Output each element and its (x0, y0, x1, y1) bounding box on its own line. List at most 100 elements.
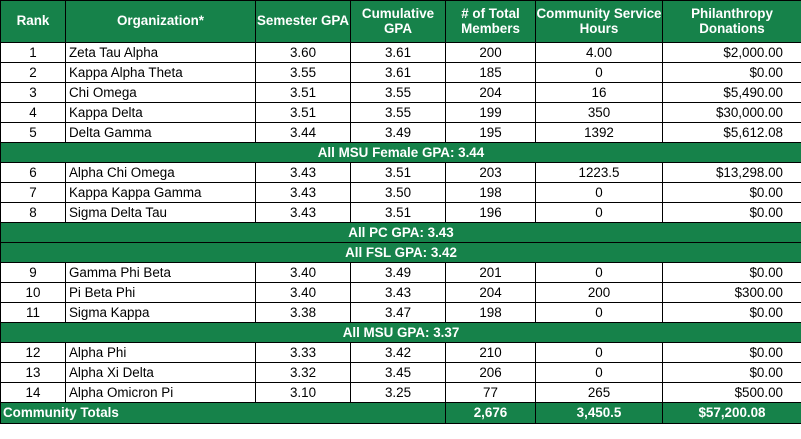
table-row: 7 Kappa Kappa Gamma 3.43 3.50 198 0 $0.0… (0, 182, 801, 203)
donations-cell: $300.00 (662, 282, 801, 303)
rank-cell: 13 (0, 362, 66, 383)
service-hours-cell: 0 (535, 342, 663, 363)
rank-cell: 10 (0, 282, 66, 303)
table-row: 10 Pi Beta Phi 3.40 3.43 204 200 $300.00 (0, 282, 801, 303)
members-cell: 196 (445, 202, 536, 223)
header-organization: Organization* (65, 0, 256, 43)
cumulative-gpa-cell: 3.55 (350, 82, 446, 103)
rank-cell: 6 (0, 162, 66, 183)
gpa-divider-row: All MSU GPA: 3.37 (0, 322, 801, 343)
header-row: Rank Organization* Semester GPA Cumulati… (0, 0, 801, 43)
organization-cell: Sigma Delta Tau (65, 202, 256, 223)
rank-cell: 4 (0, 102, 66, 123)
totals-label: Community Totals (0, 402, 446, 424)
header-semester-gpa: Semester GPA (255, 0, 351, 43)
table-row: 12 Alpha Phi 3.33 3.42 210 0 $0.00 (0, 342, 801, 363)
table-row: 9 Gamma Phi Beta 3.40 3.49 201 0 $0.00 (0, 262, 801, 283)
cumulative-gpa-cell: 3.55 (350, 102, 446, 123)
members-cell: 200 (445, 42, 536, 63)
semester-gpa-cell: 3.55 (255, 62, 351, 83)
table-row: 11 Sigma Kappa 3.38 3.47 198 0 $0.00 (0, 302, 801, 323)
gpa-divider-label: All MSU GPA: 3.37 (0, 322, 801, 343)
members-cell: 204 (445, 82, 536, 103)
semester-gpa-cell: 3.51 (255, 82, 351, 103)
gpa-ranking-table: Rank Organization* Semester GPA Cumulati… (0, 0, 801, 424)
rank-cell: 12 (0, 342, 66, 363)
semester-gpa-cell: 3.32 (255, 362, 351, 383)
service-hours-cell: 265 (535, 382, 663, 403)
service-hours-cell: 16 (535, 82, 663, 103)
members-cell: 195 (445, 122, 536, 143)
members-cell: 203 (445, 162, 536, 183)
service-hours-cell: 0 (535, 202, 663, 223)
header-donations: Philanthropy Donations (662, 0, 801, 43)
members-cell: 210 (445, 342, 536, 363)
cumulative-gpa-cell: 3.45 (350, 362, 446, 383)
service-hours-cell: 0 (535, 182, 663, 203)
rank-cell: 9 (0, 262, 66, 283)
donations-cell: $5,490.00 (662, 82, 801, 103)
semester-gpa-cell: 3.10 (255, 382, 351, 403)
semester-gpa-cell: 3.33 (255, 342, 351, 363)
semester-gpa-cell: 3.44 (255, 122, 351, 143)
organization-cell: Chi Omega (65, 82, 256, 103)
semester-gpa-cell: 3.43 (255, 162, 351, 183)
semester-gpa-cell: 3.60 (255, 42, 351, 63)
gpa-divider-row: All FSL GPA: 3.42 (0, 242, 801, 263)
organization-cell: Alpha Xi Delta (65, 362, 256, 383)
organization-cell: Gamma Phi Beta (65, 262, 256, 283)
table-row: 5 Delta Gamma 3.44 3.49 195 1392 $5,612.… (0, 122, 801, 143)
donations-cell: $2,000.00 (662, 42, 801, 63)
organization-cell: Pi Beta Phi (65, 282, 256, 303)
members-cell: 206 (445, 362, 536, 383)
table-row: 13 Alpha Xi Delta 3.32 3.45 206 0 $0.00 (0, 362, 801, 383)
organization-cell: Sigma Kappa (65, 302, 256, 323)
donations-cell: $0.00 (662, 362, 801, 383)
donations-cell: $30,000.00 (662, 102, 801, 123)
semester-gpa-cell: 3.38 (255, 302, 351, 323)
header-total-members: # of Total Members (445, 0, 536, 43)
organization-cell: Alpha Chi Omega (65, 162, 256, 183)
header-cumulative-gpa: Cumulative GPA (350, 0, 446, 43)
members-cell: 198 (445, 182, 536, 203)
semester-gpa-cell: 3.43 (255, 202, 351, 223)
donations-cell: $0.00 (662, 262, 801, 283)
organization-cell: Kappa Alpha Theta (65, 62, 256, 83)
totals-members: 2,676 (445, 402, 536, 424)
donations-cell: $0.00 (662, 182, 801, 203)
members-cell: 77 (445, 382, 536, 403)
cumulative-gpa-cell: 3.47 (350, 302, 446, 323)
gpa-divider-label: All FSL GPA: 3.42 (0, 242, 801, 263)
service-hours-cell: 0 (535, 262, 663, 283)
organization-cell: Kappa Kappa Gamma (65, 182, 256, 203)
donations-cell: $0.00 (662, 342, 801, 363)
donations-cell: $5,612.08 (662, 122, 801, 143)
donations-cell: $0.00 (662, 202, 801, 223)
semester-gpa-cell: 3.40 (255, 282, 351, 303)
table-row: 3 Chi Omega 3.51 3.55 204 16 $5,490.00 (0, 82, 801, 103)
cumulative-gpa-cell: 3.50 (350, 182, 446, 203)
donations-cell: $500.00 (662, 382, 801, 403)
table-row: 2 Kappa Alpha Theta 3.55 3.61 185 0 $0.0… (0, 62, 801, 83)
organization-cell: Kappa Delta (65, 102, 256, 123)
table-row: 1 Zeta Tau Alpha 3.60 3.61 200 4.00 $2,0… (0, 42, 801, 63)
rank-cell: 3 (0, 82, 66, 103)
service-hours-cell: 1392 (535, 122, 663, 143)
organization-cell: Alpha Omicron Pi (65, 382, 256, 403)
rank-cell: 2 (0, 62, 66, 83)
rank-cell: 11 (0, 302, 66, 323)
totals-service-hours: 3,450.5 (535, 402, 663, 424)
cumulative-gpa-cell: 3.49 (350, 122, 446, 143)
table-row: 8 Sigma Delta Tau 3.43 3.51 196 0 $0.00 (0, 202, 801, 223)
organization-cell: Alpha Phi (65, 342, 256, 363)
service-hours-cell: 0 (535, 362, 663, 383)
semester-gpa-cell: 3.51 (255, 102, 351, 123)
members-cell: 204 (445, 282, 536, 303)
totals-row: Community Totals 2,676 3,450.5 $57,200.0… (0, 402, 801, 424)
gpa-divider-label: All PC GPA: 3.43 (0, 222, 801, 243)
rank-cell: 8 (0, 202, 66, 223)
cumulative-gpa-cell: 3.43 (350, 282, 446, 303)
donations-cell: $0.00 (662, 302, 801, 323)
service-hours-cell: 350 (535, 102, 663, 123)
gpa-divider-row: All MSU Female GPA: 3.44 (0, 142, 801, 163)
